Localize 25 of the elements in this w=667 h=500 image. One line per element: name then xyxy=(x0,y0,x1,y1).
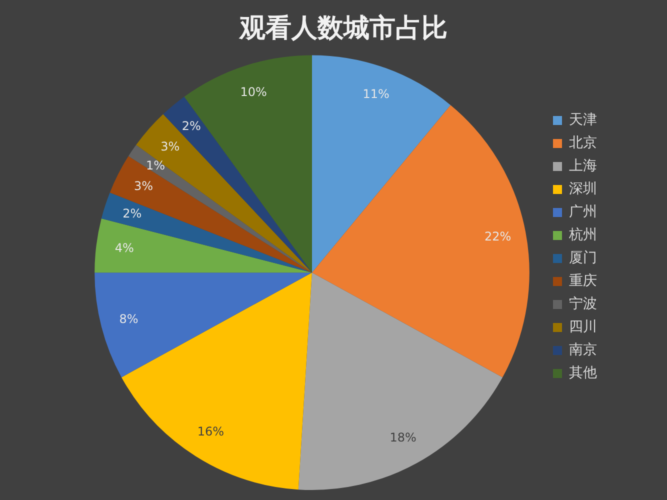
data-label: 3% xyxy=(134,178,153,193)
legend-label: 北京 xyxy=(569,135,597,152)
data-label: 1% xyxy=(146,158,166,172)
data-label: 11% xyxy=(362,86,390,101)
legend-label: 厦门 xyxy=(569,250,597,266)
legend-label: 深圳 xyxy=(569,181,597,198)
data-label: 18% xyxy=(390,430,416,444)
data-label: 22% xyxy=(484,229,512,244)
legend-label: 广州 xyxy=(569,204,597,220)
data-label: 3% xyxy=(160,140,180,154)
data-label: 10% xyxy=(240,84,267,99)
legend-label: 天津 xyxy=(569,112,597,128)
data-label: 2% xyxy=(182,118,201,133)
legend-label: 杭州 xyxy=(568,227,597,244)
legend-label: 上海 xyxy=(569,158,597,174)
legend-label: 宁波 xyxy=(569,296,597,312)
legend-label: 南京 xyxy=(569,342,597,358)
data-label: 16% xyxy=(197,424,224,438)
data-label: 2% xyxy=(122,206,142,220)
data-label: 4% xyxy=(114,241,134,256)
chart-title: 观看人数城市占比 xyxy=(238,13,448,44)
legend-label: 四川 xyxy=(569,319,597,336)
legend-label: 重庆 xyxy=(569,273,597,290)
legend-label: 其他 xyxy=(569,365,597,382)
data-label: 8% xyxy=(119,312,138,326)
